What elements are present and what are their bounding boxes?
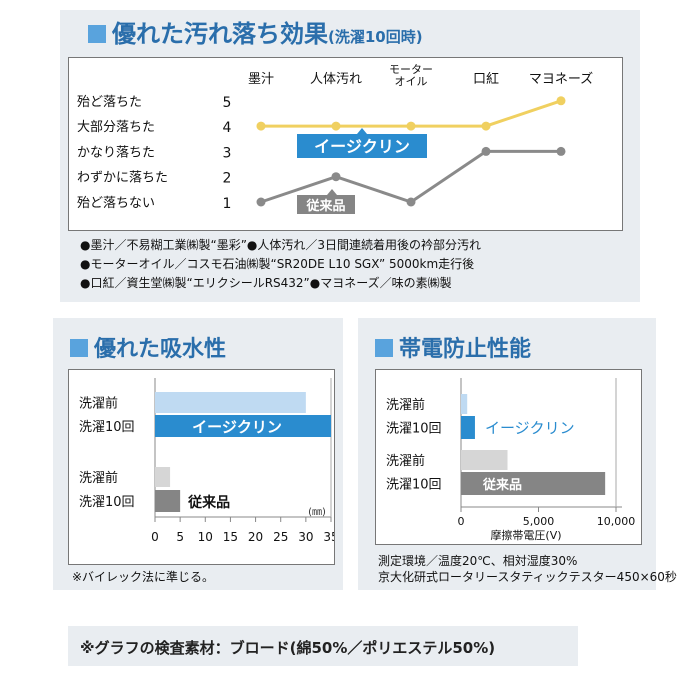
category-label: マヨネーズ [529,71,593,87]
category-label: 洗濯前 [386,453,425,469]
bar-series-label: イージクリン [192,418,282,436]
data-point [331,121,341,131]
y-level-value: 1 [223,196,232,212]
category-label: 洗濯前 [79,396,118,412]
y-level-value: 4 [223,120,232,136]
category-label: 人体汚れ [310,72,362,87]
y-level-value: 3 [223,145,232,161]
x-tick-label: 15 [223,530,238,544]
x-tick-label: 30 [298,530,313,544]
y-level-value: 2 [223,171,232,187]
category-label: モーターオイル [389,63,433,88]
category-label: 洗濯10回 [79,420,135,435]
heading-square-icon [88,25,106,43]
stain-subtitle: (洗濯10回時) [328,28,423,46]
antistatic-chart-box: 0 5,000 10,000 摩擦帯電圧(V) イージクリン 従来品 洗濯前 洗濯10回 洗濯前… [375,369,642,545]
x-tick-label: 0 [151,530,159,544]
y-level-value: 5 [223,95,232,111]
bar [461,450,508,470]
bar [155,467,171,487]
antistatic-heading: 帯電防止性能 [375,331,531,363]
bar [155,392,306,413]
x-tick-label: 0 [458,515,465,528]
data-point [256,197,266,207]
series-label-bg [297,195,355,214]
data-point [556,96,566,106]
bar [461,394,468,414]
absorb-chart-box: 05101520253035(㎜)イージクリン従来品洗濯前洗濯10回洗濯前洗濯1… [68,369,339,565]
antistatic-note-1: 測定環境／温度20℃、相対湿度30% [378,554,578,568]
data-point [406,197,416,207]
absorb-chart: 05101520253035(㎜)イージクリン従来品洗濯前洗濯10回洗濯前洗濯1… [79,378,339,544]
x-unit-label: (㎜) [308,507,326,518]
stain-chart-box: 墨汁 人体汚れ モーターオイル 口紅 マヨネーズ殆ど落ちた 5 大部分落ちた 4 かなり落ちた 3… [68,57,623,231]
absorb-title: 優れた吸水性 [94,337,227,362]
bar [461,416,475,439]
y-level-label: 大部分落ちた [77,120,155,135]
series-label-name: イージクリン [314,137,410,156]
data-point [481,121,491,131]
x-tick-label: 10,000 [597,515,636,528]
data-point [406,121,416,131]
x-tick-label: 35 [323,530,334,544]
absorb-heading: 優れた吸水性 [70,331,226,363]
data-point [331,172,341,182]
y-level-label: かなり落ちた [77,145,155,160]
bar-series-label: 従来品 [187,494,230,511]
series-line-1 [260,149,561,204]
category-label: 洗濯10回 [386,422,442,437]
antistatic-note-2: 京大化研式ロータリースタティックテスター450×60秒 [378,570,677,584]
x-tick-label: 10 [198,530,213,544]
stain-heading: 優れた汚れ落ち効果(洗濯10回時) [88,14,423,49]
data-point [556,146,566,156]
category-label: 口紅 [473,72,499,87]
x-tick-label: 5,000 [523,515,555,528]
data-point [481,146,491,156]
x-tick-label: 5 [176,530,184,544]
category-label: 洗濯前 [79,470,118,486]
x-tick-label: 20 [248,530,263,544]
bar-series-label: イージクリン [485,419,575,437]
x-axis-title: 摩擦帯電圧(V) [490,528,561,542]
antistatic-title: 帯電防止性能 [399,337,532,362]
category-label: 墨汁 [248,72,274,87]
absorb-note: ※バイレック法に準じる。 [72,570,215,584]
category-label: 洗濯前 [386,397,425,413]
bar [461,472,606,495]
footer-panel [68,626,578,666]
y-level-label: 殆ど落ちた [77,95,142,110]
series-label-name: 従来品 [305,198,345,214]
x-tick-label: 25 [273,530,288,544]
bar [155,415,331,437]
series-label-pointer [357,128,367,134]
series-label-bg [297,134,427,158]
category-label: 洗濯10回 [386,478,442,493]
footer-note: ※グラフの検査素材：ブロード(綿50%／ポリエステル50%) [80,639,496,657]
stain-note-2: ●モーターオイル／コスモ石油㈱製“SR20DE L10 SGX” 5000km走… [80,257,475,271]
antistatic-chart: 0 5,000 10,000摩擦帯電圧(V)イージクリン従来品洗濯前洗濯10回洗濯前… [386,378,636,542]
y-level-label: わずかに落ちた [77,171,168,186]
heading-square-icon [375,339,393,357]
data-point [256,121,266,131]
stain-note-3: ●口紅／資生堂㈱製“エリクシールRS432”●マヨネーズ／味の素㈱製 [80,276,452,290]
category-label: 洗濯10回 [79,495,135,510]
stain-note-1: ●墨汁／不易糊工業㈱製“墨彩”●人体汚れ／3日間連続着用後の衿部分汚れ [80,238,482,252]
stain-title: 優れた汚れ落ち効果 [112,20,328,48]
y-level-label: 殆ど落ちない [77,196,155,211]
series-label-pointer [327,189,337,195]
bar [155,490,181,512]
heading-square-icon [70,339,88,357]
bar-series-label: 従来品 [482,477,522,493]
